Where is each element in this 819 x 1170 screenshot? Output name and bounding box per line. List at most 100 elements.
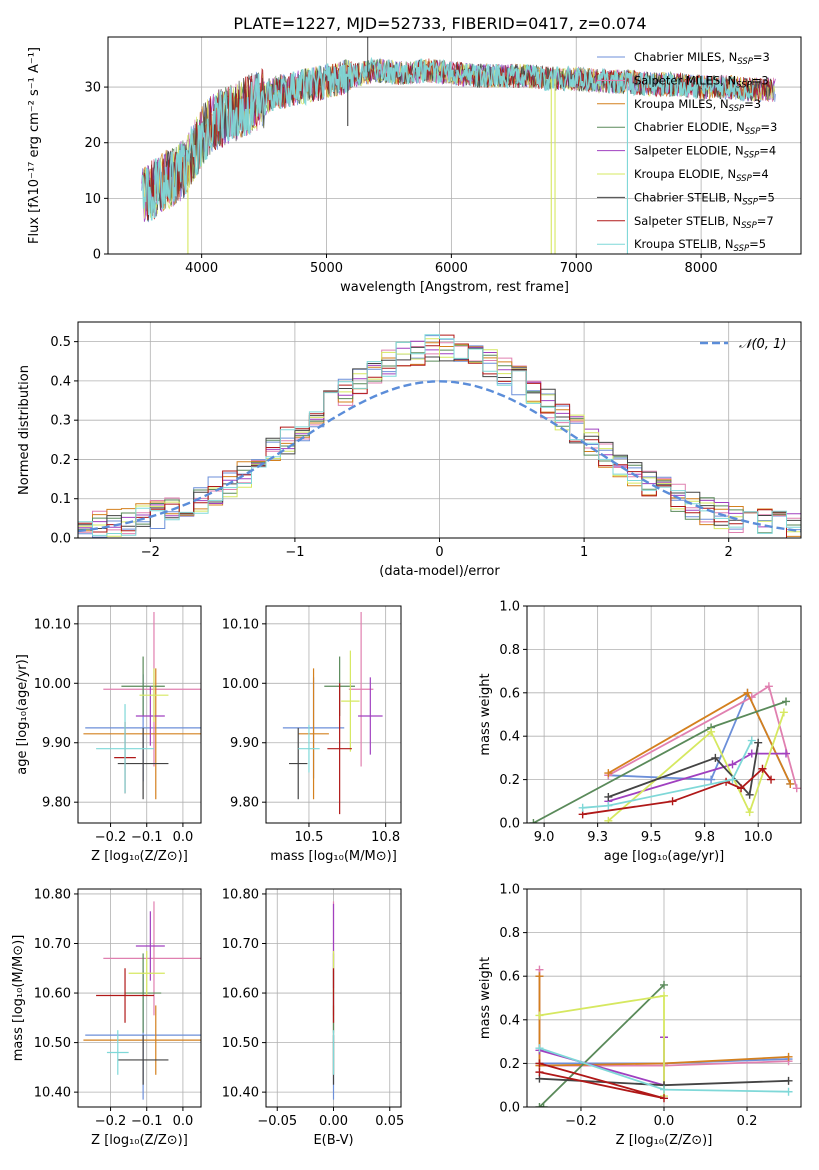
mass-vs-ebv-panel: −0.05 0.00 0.05 10.40 10.50 10.60 10.70 10.80 E(…: [222, 887, 404, 1148]
weight-point-marker: [604, 801, 613, 810]
y-tick-label: 0: [93, 248, 101, 263]
legend-entry-value: =3: [752, 73, 769, 87]
y-axis-label: mass weight: [478, 673, 493, 755]
legend-entry: 𝒩(0, 1): [739, 337, 786, 352]
weight-point-marker: [660, 1085, 668, 1094]
y-axis-label: mass weight: [478, 957, 493, 1039]
legend-entry-name: Kroupa STELIB, N: [634, 237, 734, 251]
y-tick-label: 0.2: [499, 1057, 520, 1072]
y-tick-label: 9.80: [42, 796, 71, 811]
x-tick-label: −0.1: [131, 1114, 163, 1129]
plot-frame: [265, 605, 402, 824]
weight-point-marker: [707, 775, 716, 784]
legend-entry: Kroupa MILES, NSSP=3: [634, 97, 761, 114]
y-tick-label: 0.1: [50, 492, 71, 507]
weight-point-marker: [539, 1103, 548, 1107]
x-axis-label: Z [log₁₀(Z/Z⊙)]: [616, 1133, 713, 1148]
legend-entry-name: Salpeter STELIB, N: [634, 214, 741, 228]
weight-series-line: [538, 976, 789, 1067]
x-axis-label: age [log₁₀(age/yr)]: [604, 849, 725, 864]
weight-point-marker: [784, 1076, 793, 1085]
legend-entry-sub: SSP: [745, 127, 761, 137]
x-tick-label: −0.1: [131, 830, 163, 845]
weight-series-line: [582, 767, 772, 816]
x-tick-label: 6000: [435, 261, 468, 276]
legend-entry-value: =5: [758, 190, 775, 204]
y-tick-label: 0.0: [499, 1101, 520, 1116]
figure-title: PLATE=1227, MJD=52733, FIBERID=0417, z=0…: [233, 14, 646, 33]
weight-lines: [529, 682, 801, 823]
x-axis-label: Z [log₁₀(Z/Z⊙)]: [91, 1133, 188, 1148]
age-vs-mass-panel: 10.5 10.8 9.80 9.90 10.00 10.10 mass [log₁₀(M/…: [222, 605, 402, 864]
weight-point-marker: [745, 808, 754, 817]
y-tick-label: 0.2: [499, 773, 520, 788]
weight-point-marker: [758, 764, 767, 773]
x-tick-label: 9.3: [587, 830, 608, 845]
error-bars: [282, 611, 383, 815]
y-tick-label: 10.00: [34, 677, 71, 692]
weight-point-marker: [535, 1044, 544, 1053]
y-tick-label: 10.40: [222, 1086, 259, 1101]
weight-point-marker: [792, 784, 801, 793]
weight-point-marker: [743, 688, 752, 697]
x-axis-label: (data-model)/error: [379, 564, 500, 579]
weight-point-marker: [728, 775, 737, 784]
weight-point-marker: [578, 803, 587, 812]
y-tick-label: 1.0: [499, 883, 520, 898]
weight-point-marker: [535, 1059, 544, 1068]
y-tick-label: 0.4: [499, 730, 520, 745]
legend-entry: Chabrier MILES, NSSP=3: [634, 50, 770, 67]
legend-entry-value: =3: [753, 50, 770, 64]
gridlines: [266, 606, 401, 823]
weight-point-marker: [660, 980, 668, 989]
y-tick-label: 0.3: [50, 414, 71, 429]
weight-point-marker: [535, 1011, 544, 1020]
legend-entry-value: =4: [759, 144, 776, 158]
x-tick-label: −0.2: [95, 1114, 127, 1129]
x-tick-label: 4000: [185, 261, 218, 276]
legend-entry-sub: SSP: [736, 80, 752, 90]
y-tick-label: 10.50: [34, 1036, 71, 1051]
y-tick-label: 30: [84, 81, 101, 96]
x-tick-label: 0.05: [375, 1114, 404, 1129]
y-tick-label: 10.10: [34, 617, 71, 632]
legend-entry: Salpeter ELODIE, NSSP=4: [634, 144, 776, 161]
y-tick-label: 10.80: [34, 887, 71, 902]
x-tick-label: 0.0: [654, 1114, 675, 1129]
y-axis-label: Flux [fλ10⁻¹⁷ erg cm⁻² s⁻¹ A⁻¹]: [27, 47, 42, 244]
weight-series-line: [538, 984, 665, 1107]
weight-point-marker: [747, 749, 756, 758]
weight-point-marker: [754, 738, 763, 747]
y-tick-label: 10.10: [222, 617, 259, 632]
weight-vs-metallicity-panel: −0.2 0.0 0.2 0.0 0.2 0.4 0.6 0.8 1.0 Z [log₁₀(Z/Z…: [478, 883, 802, 1148]
legend-entry-value: =5: [749, 237, 766, 251]
legend-entry-sub: SSP: [729, 104, 745, 114]
spectrum-panel: 4000 5000 6000 7000 8000 0 10 20 30 wavelength [A…: [27, 36, 802, 295]
weight-lines: [535, 965, 793, 1107]
legend-entry-sub: SSP: [736, 174, 752, 184]
weight-point-marker: [604, 792, 613, 801]
legend: 𝒩(0, 1): [700, 337, 786, 352]
weight-point-marker: [784, 1087, 793, 1096]
y-tick-label: 0.8: [499, 926, 520, 941]
error-bars: [83, 611, 201, 800]
y-tick-label: 10.60: [222, 987, 259, 1002]
y-tick-label: 9.90: [230, 736, 259, 751]
y-tick-label: 0.0: [499, 817, 520, 832]
x-tick-label: 10.8: [371, 830, 400, 845]
x-tick-label: −0.05: [257, 1114, 297, 1129]
y-tick-label: 10.00: [222, 677, 259, 692]
x-tick-label: 5000: [310, 261, 343, 276]
y-tick-label: 20: [84, 136, 101, 151]
weight-point-marker: [604, 816, 613, 823]
plot-frame: [107, 36, 802, 255]
y-tick-label: 0.4: [499, 1013, 520, 1028]
histogram-series: [78, 334, 801, 538]
legend-entry-sub: SSP: [734, 244, 750, 254]
plot-frame: [77, 888, 202, 1108]
x-tick-label: 10.0: [744, 830, 773, 845]
weight-series-line: [607, 712, 785, 822]
legend-entry-name: Chabrier MILES, N: [634, 50, 737, 64]
y-axis-label: age [log₁₀(age/yr)]: [15, 654, 30, 775]
x-tick-label: 9.0: [534, 830, 555, 845]
